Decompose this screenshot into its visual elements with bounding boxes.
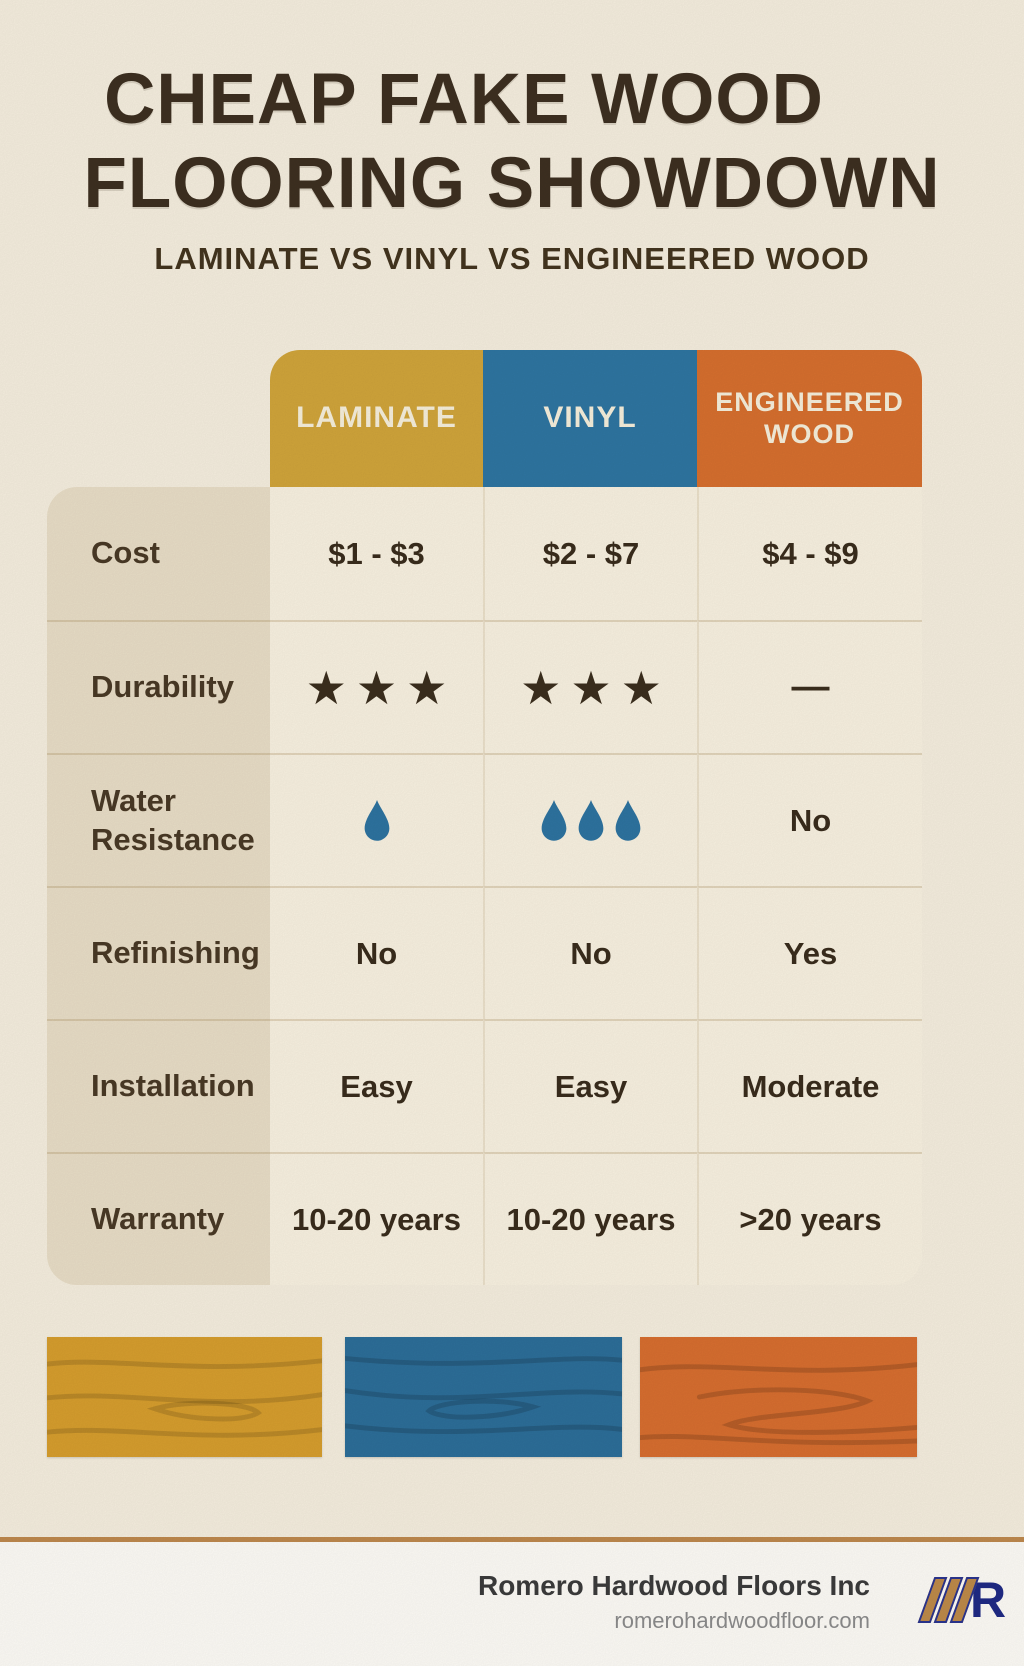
cell-warranty-laminate: 10-20 years xyxy=(270,1152,483,1285)
laminate-wood-swatch xyxy=(47,1337,322,1457)
cell-refinishing-laminate: No xyxy=(270,886,483,1019)
cell-durability-engineered-dash: — xyxy=(697,620,922,753)
droplet-icon-group xyxy=(539,799,643,842)
column-header-laminate: LAMINATE xyxy=(270,350,483,487)
row-label-durability: Durability xyxy=(47,620,270,753)
water-droplet-icon xyxy=(615,799,641,841)
page-title: CHEAP FAKE WOOD FLOORING SHOWDOWN xyxy=(0,58,1024,226)
row-label-water-resistance: Water Resistance xyxy=(47,753,270,886)
row-label-cost: Cost xyxy=(91,535,160,571)
water-droplet-icon xyxy=(578,799,604,841)
cell-installation-vinyl: Easy xyxy=(483,1019,697,1152)
row-label-warranty: Warranty xyxy=(47,1152,270,1285)
footer-website: romerohardwoodfloor.com xyxy=(614,1608,870,1633)
cell-installation-engineered: Moderate xyxy=(697,1019,922,1152)
wood-grain-texture xyxy=(345,1354,622,1435)
cell-water-laminate xyxy=(270,753,483,886)
footer-company-name: Romero Hardwood Floors Inc xyxy=(477,1570,870,1601)
cell-cost-vinyl: $2 - $7 xyxy=(483,487,697,620)
title-line-1: CHEAP FAKE WOOD xyxy=(104,60,824,139)
title-line-2: FLOORING SHOWDOWN xyxy=(83,143,941,223)
cell-water-engineered: No xyxy=(697,753,922,886)
cell-cost-engineered: $4 - $9 xyxy=(697,487,922,620)
comparison-table: Cost $1 - $3 $2 - $7 $4 - $9 Durability … xyxy=(47,487,922,1285)
cell-warranty-vinyl: 10-20 years xyxy=(483,1152,697,1285)
subtitle: LAMINATE VS VINYL VS ENGINEERED WOOD xyxy=(154,241,870,276)
cell-durability-laminate-stars: ★★★ xyxy=(270,620,483,753)
table-grid: Cost $1 - $3 $2 - $7 $4 - $9 Durability … xyxy=(47,487,922,1285)
cell-cost-laminate: $1 - $3 xyxy=(328,535,425,571)
droplet-icon-group xyxy=(362,799,392,842)
cell-water-vinyl xyxy=(483,753,697,886)
cell-warranty-engineered: >20 years xyxy=(697,1152,922,1285)
table-column-headers: LAMINATE VINYL ENGINEERED WOOD xyxy=(270,350,922,487)
water-droplet-icon xyxy=(541,799,567,841)
row-label-refinishing: Refinishing xyxy=(47,886,270,1019)
column-header-vinyl: VINYL xyxy=(483,350,697,487)
cell-durability-vinyl-stars: ★★★ xyxy=(483,620,697,753)
cell-refinishing-vinyl: No xyxy=(483,886,697,1019)
engineered-wood-swatch xyxy=(640,1337,917,1457)
company-logo: R xyxy=(917,1574,1006,1626)
footer: Romero Hardwood Floors Inc romerohardwoo… xyxy=(0,1542,1024,1666)
vinyl-wood-swatch xyxy=(345,1337,622,1457)
row-label-installation: Installation xyxy=(47,1019,270,1152)
cell-installation-laminate: Easy xyxy=(270,1019,483,1152)
wood-grain-texture xyxy=(47,1358,322,1438)
water-droplet-icon xyxy=(364,799,389,841)
column-header-engineered-wood: ENGINEERED WOOD xyxy=(697,350,922,487)
cell-refinishing-engineered: Yes xyxy=(697,886,922,1019)
wood-grain-texture xyxy=(640,1362,917,1446)
